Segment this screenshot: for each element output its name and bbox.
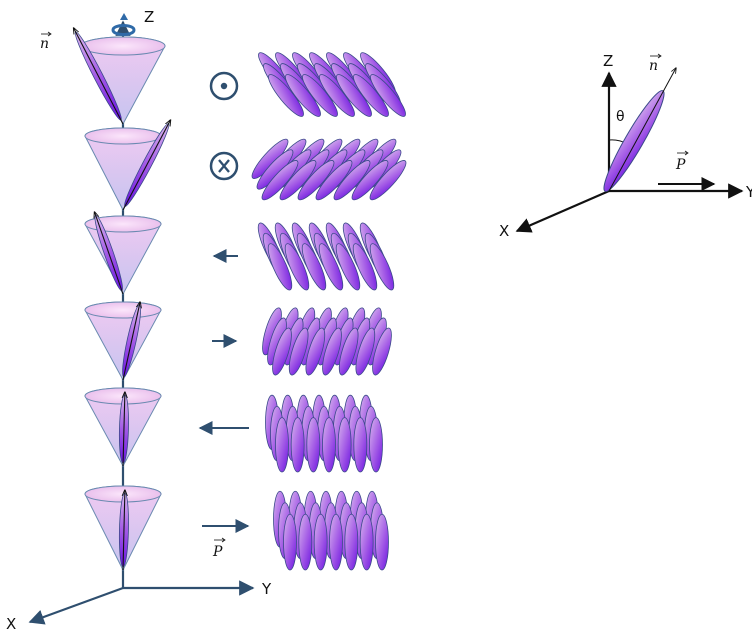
cone-rim xyxy=(84,301,162,319)
molecule xyxy=(272,327,292,376)
left-director-label: n xyxy=(40,36,49,52)
molecule xyxy=(267,243,293,291)
right-director-arrow xyxy=(608,68,676,192)
director-arrow xyxy=(123,392,125,467)
cone-layer xyxy=(84,485,162,572)
right-diagram: Z Y X θ n P xyxy=(499,52,752,240)
left-y-axis-label: Y xyxy=(261,580,272,598)
molecule xyxy=(306,417,321,473)
molecule xyxy=(329,513,343,571)
dot-in-circle-icon xyxy=(209,71,239,101)
director-arrow xyxy=(74,28,124,125)
right-director-label: n xyxy=(649,58,658,74)
molecule-cluster xyxy=(273,490,389,571)
polarization-symbols: P xyxy=(198,71,250,560)
molecule xyxy=(337,417,352,473)
director-arrow xyxy=(122,120,171,211)
right-molecule xyxy=(603,90,665,192)
left-z-axis-label: Z xyxy=(144,8,154,26)
director-arrow xyxy=(95,212,124,295)
right-x-axis-label: X xyxy=(499,222,509,240)
cone-layer xyxy=(84,387,162,468)
theta-label: θ xyxy=(616,109,625,125)
right-z-axis-label: Z xyxy=(603,52,613,70)
molecule xyxy=(322,327,342,376)
molecule-cluster xyxy=(251,138,407,201)
left-polarization-label-group: P xyxy=(212,537,226,560)
left-diagram: Z Y X n xyxy=(6,8,407,633)
molecule-cluster xyxy=(258,52,406,117)
cone-layer xyxy=(84,120,173,212)
molecule xyxy=(318,243,344,291)
left-x-axis-label: X xyxy=(6,615,16,633)
molecule xyxy=(336,74,372,117)
right-y-axis-label: Y xyxy=(745,183,752,201)
rotation-icon xyxy=(111,13,136,36)
molecule xyxy=(285,74,321,117)
molecule xyxy=(338,327,359,376)
cone-rim xyxy=(84,127,162,145)
left-polarization-label: P xyxy=(212,544,223,560)
molecule-cluster xyxy=(265,394,383,473)
molecule xyxy=(305,327,326,376)
cone-rim xyxy=(80,36,166,56)
molecule xyxy=(344,513,359,571)
molecule xyxy=(355,327,376,376)
molecule xyxy=(275,417,289,473)
molecule xyxy=(372,327,392,376)
molecule-cluster xyxy=(262,307,392,376)
cone-layer xyxy=(72,28,166,126)
molecule xyxy=(369,417,383,473)
cone-layer xyxy=(84,301,162,382)
molecule xyxy=(369,243,395,291)
right-polarization-label: P xyxy=(675,157,686,173)
x-in-circle-icon xyxy=(209,151,239,181)
molecule xyxy=(302,74,338,117)
molecule xyxy=(353,417,368,473)
molecule xyxy=(298,513,313,571)
molecule xyxy=(335,243,361,291)
molecule xyxy=(313,513,328,571)
molecule xyxy=(268,74,304,117)
molecule xyxy=(375,513,389,571)
molecule xyxy=(319,74,355,117)
x-axis xyxy=(28,586,124,625)
molecule xyxy=(301,243,327,291)
molecule xyxy=(351,160,389,201)
director-arrow xyxy=(122,302,140,381)
molecule xyxy=(315,160,353,201)
molecule xyxy=(279,160,317,201)
right-director-label-group: n xyxy=(649,53,662,74)
molecule xyxy=(359,513,374,571)
molecule xyxy=(322,417,336,473)
molecule xyxy=(333,160,371,201)
molecule-cluster xyxy=(257,222,395,291)
cone-layer xyxy=(84,212,162,296)
molecule xyxy=(290,417,305,473)
molecule-clusters xyxy=(251,52,407,571)
left-director-label-group: n xyxy=(40,31,52,52)
molecule xyxy=(370,74,406,117)
molecule xyxy=(353,74,389,117)
molecule xyxy=(261,160,299,201)
smectic-cones xyxy=(72,28,173,572)
molecule xyxy=(369,160,407,201)
molecule xyxy=(284,243,310,291)
molecule xyxy=(352,243,378,291)
director-arrow xyxy=(123,490,125,571)
right-x-axis xyxy=(515,189,610,233)
molecule xyxy=(288,327,309,376)
molecule xyxy=(297,160,335,201)
right-polarization-label-group: P xyxy=(675,150,689,173)
molecule xyxy=(283,513,297,571)
